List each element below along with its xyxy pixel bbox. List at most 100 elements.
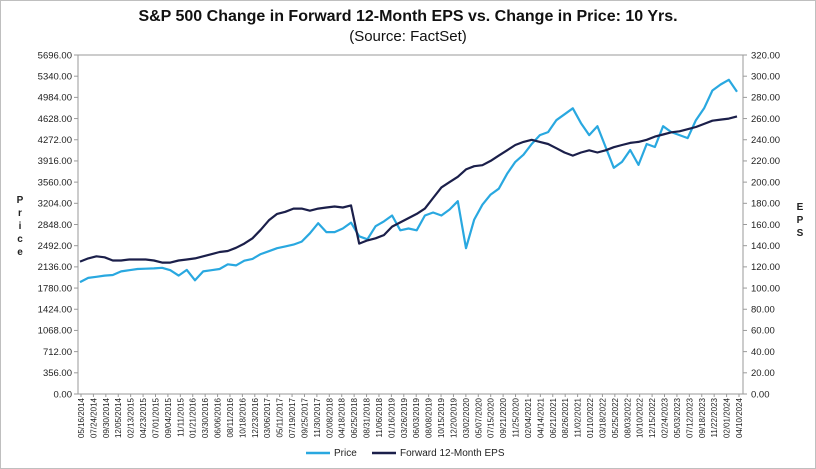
y-right-tick-label: 200.00: [751, 177, 780, 188]
x-tick-label: 06/21/2021: [549, 397, 558, 438]
x-tick-label: 08/26/2021: [561, 397, 570, 438]
plot-frame: [77, 54, 744, 395]
series-line-price: [79, 78, 738, 284]
x-tick-label: 09/04/2015: [164, 397, 173, 438]
axis-label-letter: c: [17, 234, 23, 245]
y-right-tick-label: 140.00: [751, 241, 780, 252]
x-tick-label: 12/15/2022: [648, 397, 657, 438]
y-right-tick-label: 300.00: [751, 71, 780, 82]
y-left-tick-label: 3204.00: [38, 199, 72, 210]
y-left-tick-label: 3560.00: [38, 177, 72, 188]
x-tick-label: 02/08/2018: [325, 397, 334, 438]
y-left-tick-label: 356.00: [43, 368, 72, 379]
axis-label-letter: P: [17, 195, 24, 206]
x-tick-label: 11/22/2023: [710, 397, 719, 437]
axis-label-letter: S: [797, 228, 804, 239]
chart-subtitle: (Source: FactSet): [349, 28, 467, 45]
y-right-tick-label: 80.00: [751, 305, 775, 316]
y-left-tick-label: 712.00: [43, 347, 72, 358]
y-axis-right: 320.00 300.00 280.00 260.00 240.00 220.00 200.…: [743, 50, 780, 400]
x-tick-label: 11/25/2020: [512, 397, 521, 437]
x-tick-label: 10/15/2019: [437, 397, 446, 438]
axis-label-letter: e: [17, 247, 23, 258]
x-tick-label: 05/07/2020: [474, 397, 483, 438]
y-left-tick-label: 5696.00: [38, 50, 72, 61]
x-tick-label: 09/18/2023: [698, 397, 707, 438]
x-tick-label: 09/25/2017: [300, 397, 309, 438]
axis-label-letter: i: [19, 221, 22, 232]
x-tick-label: 01/21/2016: [189, 397, 198, 438]
x-tick-label: 10/18/2016: [238, 397, 247, 438]
x-tick-label: 04/10/2024: [735, 397, 744, 438]
legend-label-price: Price: [334, 448, 357, 459]
plot-area: [77, 54, 744, 395]
x-tick-label: 07/15/2020: [487, 397, 496, 438]
y-left-tick-label: 3916.00: [38, 156, 72, 167]
legend-label-eps: Forward 12-Month EPS: [400, 448, 505, 459]
x-tick-label: 05/11/2017: [276, 397, 285, 437]
x-tick-label: 01/10/2022: [586, 397, 595, 438]
y-left-tick-label: 1424.00: [38, 305, 72, 316]
chart-title: S&P 500 Change in Forward 12-Month EPS v…: [138, 8, 678, 25]
y-right-tick-label: 40.00: [751, 347, 775, 358]
x-tick-label: 06/06/2016: [214, 397, 223, 438]
x-axis: 05/16/2014 07/24/2014 09/30/2014 12/05/2014…: [77, 394, 744, 438]
y-right-tick-label: 240.00: [751, 135, 780, 146]
x-tick-label: 04/18/2018: [338, 397, 347, 438]
x-tick-label: 09/30/2014: [102, 397, 111, 438]
y-left-tick-label: 2136.00: [38, 262, 72, 273]
x-tick-label: 08/08/2019: [425, 397, 434, 438]
y-left-tick-label: 1068.00: [38, 326, 72, 337]
x-tick-label: 10/10/2022: [636, 397, 645, 438]
x-tick-label: 07/01/2015: [151, 397, 160, 438]
x-tick-label: 03/18/2022: [598, 397, 607, 438]
axis-label-letter: E: [797, 202, 804, 213]
x-tick-label: 05/03/2023: [673, 397, 682, 438]
x-tick-label: 03/06/2017: [263, 397, 272, 438]
y-right-tick-label: 260.00: [751, 114, 780, 125]
legend: Price Forward 12-Month EPS: [306, 448, 505, 459]
y-left-tick-label: 1780.00: [38, 283, 72, 294]
y-right-tick-label: 320.00: [751, 50, 780, 61]
x-tick-label: 05/16/2014: [77, 397, 86, 438]
x-tick-label: 03/02/2020: [462, 397, 471, 438]
y-left-tick-label: 4272.00: [38, 135, 72, 146]
series-lines: [79, 78, 738, 284]
y-axis-left: 5696.00 5340.00 4984.00 4628.00 4272.00 3916.…: [38, 50, 78, 400]
y-right-tick-label: 120.00: [751, 262, 780, 273]
y-right-tick-label: 160.00: [751, 220, 780, 231]
y-right-tick-label: 220.00: [751, 156, 780, 167]
x-tick-label: 12/20/2019: [449, 397, 458, 438]
x-tick-label: 07/12/2023: [685, 397, 694, 438]
x-tick-label: 06/03/2019: [412, 397, 421, 438]
y-left-tick-label: 4984.00: [38, 93, 72, 104]
y-left-tick-label: 0.00: [54, 389, 73, 400]
axis-label-letter: P: [797, 215, 804, 226]
x-tick-label: 08/11/2016: [226, 397, 235, 437]
x-tick-label: 07/24/2014: [89, 397, 98, 438]
x-tick-label: 03/30/2016: [201, 397, 210, 438]
y-right-tick-label: 100.00: [751, 283, 780, 294]
x-tick-label: 11/30/2017: [313, 397, 322, 437]
y-right-tick-label: 280.00: [751, 93, 780, 104]
y-right-tick-label: 20.00: [751, 368, 775, 379]
x-tick-label: 11/11/2015: [176, 397, 185, 436]
y-left-tick-label: 5340.00: [38, 71, 72, 82]
axis-label-letter: r: [18, 208, 22, 219]
y-right-tick-label: 180.00: [751, 199, 780, 210]
y-left-tick-label: 2848.00: [38, 220, 72, 231]
x-tick-label: 11/06/2018: [375, 397, 384, 437]
x-tick-label: 12/05/2014: [114, 397, 123, 438]
x-tick-label: 02/24/2023: [661, 397, 670, 438]
x-tick-label: 02/04/2021: [524, 397, 533, 438]
x-tick-label: 08/31/2018: [363, 397, 372, 438]
x-tick-label: 01/16/2019: [387, 397, 396, 438]
y-left-tick-label: 4628.00: [38, 114, 72, 125]
x-tick-label: 04/23/2015: [139, 397, 148, 438]
y-right-tick-label: 60.00: [751, 326, 775, 337]
x-tick-label: 09/21/2020: [499, 397, 508, 438]
